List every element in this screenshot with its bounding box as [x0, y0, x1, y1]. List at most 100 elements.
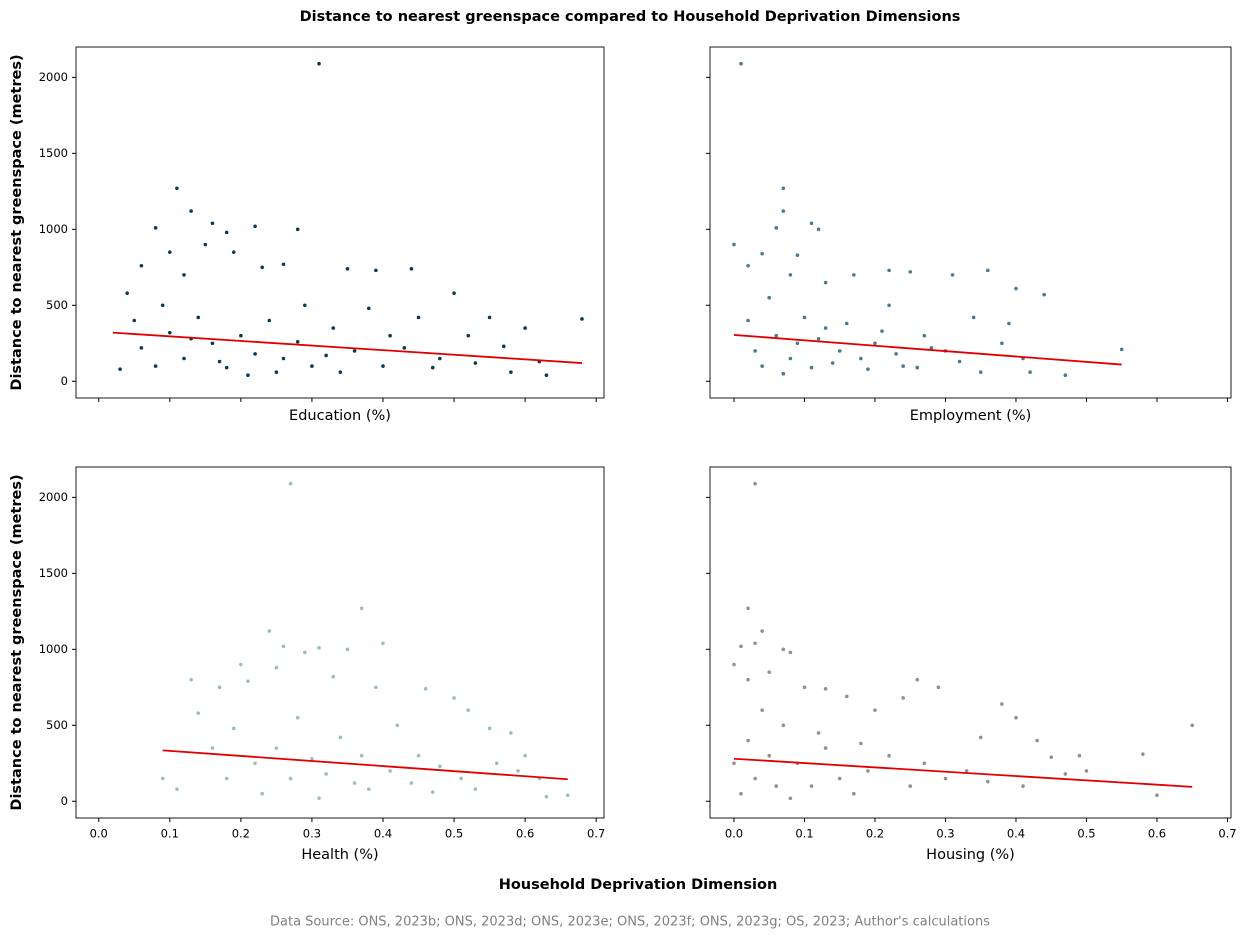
scatter-point — [866, 769, 870, 773]
scatter-point — [253, 352, 257, 356]
scatter-point — [964, 769, 969, 773]
scatter-point — [324, 772, 328, 776]
scatter-point — [160, 303, 165, 308]
scatter-point — [1007, 321, 1011, 326]
scatter-point — [317, 796, 321, 801]
scatter-point — [352, 349, 357, 353]
scatter-point — [823, 280, 828, 285]
scatter-point — [352, 781, 357, 785]
scatter-point — [509, 731, 513, 735]
scatter-point — [295, 715, 300, 720]
axes-frame — [75, 46, 605, 399]
scatter-point — [859, 741, 863, 746]
trend-line — [733, 757, 1193, 788]
x-tick-label: 0.3 — [303, 827, 321, 841]
scatter-point — [175, 186, 179, 191]
scatter-point — [388, 769, 392, 773]
scatter-point — [978, 735, 983, 740]
scatter-point — [795, 253, 800, 257]
scatter-point — [844, 694, 849, 699]
scatter-point — [239, 662, 243, 667]
scatter-point — [366, 306, 371, 311]
scatter-point — [873, 341, 877, 346]
scatter-point — [739, 644, 743, 649]
scatter-point — [317, 61, 321, 66]
scatter-point — [753, 641, 757, 646]
x-tick-label: 0.6 — [516, 827, 534, 841]
scatter-point — [887, 303, 891, 308]
scatter-point — [943, 776, 948, 781]
scatter-point — [438, 356, 442, 361]
scatter-point — [580, 317, 584, 321]
scatter-point — [753, 349, 757, 353]
scatter-point — [830, 361, 835, 365]
scatter-point — [1014, 715, 1018, 720]
scatter-point — [452, 696, 456, 700]
source-note: Data Source: ONS, 2023b; ONS, 2023d; ONS… — [270, 915, 990, 930]
x-tick-label: 0.3 — [936, 827, 954, 841]
scatter-point — [866, 367, 870, 371]
scatter-point — [915, 365, 920, 370]
y-tick-label: 2000 — [39, 70, 68, 84]
scatter-point — [971, 315, 976, 320]
scatter-point — [816, 336, 821, 341]
scatter-point — [288, 776, 293, 781]
scatter-point — [459, 776, 463, 781]
scatter-point — [217, 359, 222, 364]
scatter-point — [438, 764, 442, 769]
scatter-point — [473, 361, 478, 365]
scatter-point — [246, 679, 250, 684]
scatter-point — [473, 787, 478, 791]
axes-frame — [709, 46, 1232, 399]
scatter-point — [430, 790, 435, 794]
scatter-point — [374, 685, 378, 690]
scatter-point — [816, 731, 821, 735]
scatter-point — [338, 735, 343, 740]
scatter-point — [295, 227, 300, 232]
scatter-point — [746, 677, 750, 682]
scatter-point — [837, 349, 842, 353]
scatter-point — [502, 344, 506, 349]
scatter-point — [430, 365, 435, 370]
scatter-point — [139, 264, 144, 268]
scatter-point — [1049, 755, 1054, 760]
scatter-point — [746, 606, 750, 611]
scatter-point — [802, 685, 807, 690]
scatter-point — [1155, 793, 1159, 798]
scatter-point — [1028, 370, 1032, 374]
subplot: 0.0 0.1 0.2 0.3 0.4 0.5 0.6 0.7 Housing (%) — [706, 466, 1237, 863]
scatter-point — [767, 753, 772, 758]
y-tick-label: 500 — [46, 298, 68, 312]
scatter-point — [908, 270, 913, 274]
scatter-point — [901, 364, 905, 368]
scatter-point — [746, 738, 750, 743]
scatter-point — [753, 776, 757, 781]
scatter-point — [402, 346, 407, 350]
scatter-point — [739, 61, 743, 66]
scatter-point — [331, 674, 336, 679]
scatter-point — [168, 250, 172, 254]
scatter-point — [381, 641, 385, 646]
scatter-point — [139, 346, 144, 350]
scatter-point — [274, 665, 279, 670]
scatter-point — [823, 326, 828, 330]
scatter-point — [182, 356, 186, 361]
scatter-point — [303, 650, 307, 655]
scatter-point — [957, 359, 962, 364]
scatter-point — [409, 781, 414, 785]
scatter-point — [409, 267, 414, 271]
scatter-point — [985, 779, 990, 784]
scatter-point — [153, 364, 158, 368]
scatter-point — [936, 685, 941, 690]
scatter-point — [1084, 769, 1089, 773]
scatter-point — [823, 746, 828, 750]
scatter-point — [823, 687, 828, 691]
scatter-point — [1000, 341, 1004, 346]
scatter-point — [224, 365, 229, 370]
scatter-point — [901, 696, 905, 700]
subplot: Employment (%) — [706, 46, 1232, 424]
scatter-point — [1190, 723, 1195, 728]
subplot: 0 500 1000 1500 2000 Education (%) Distance to… — [9, 46, 605, 424]
scatter-point — [788, 356, 793, 361]
scatter-point — [950, 273, 955, 277]
